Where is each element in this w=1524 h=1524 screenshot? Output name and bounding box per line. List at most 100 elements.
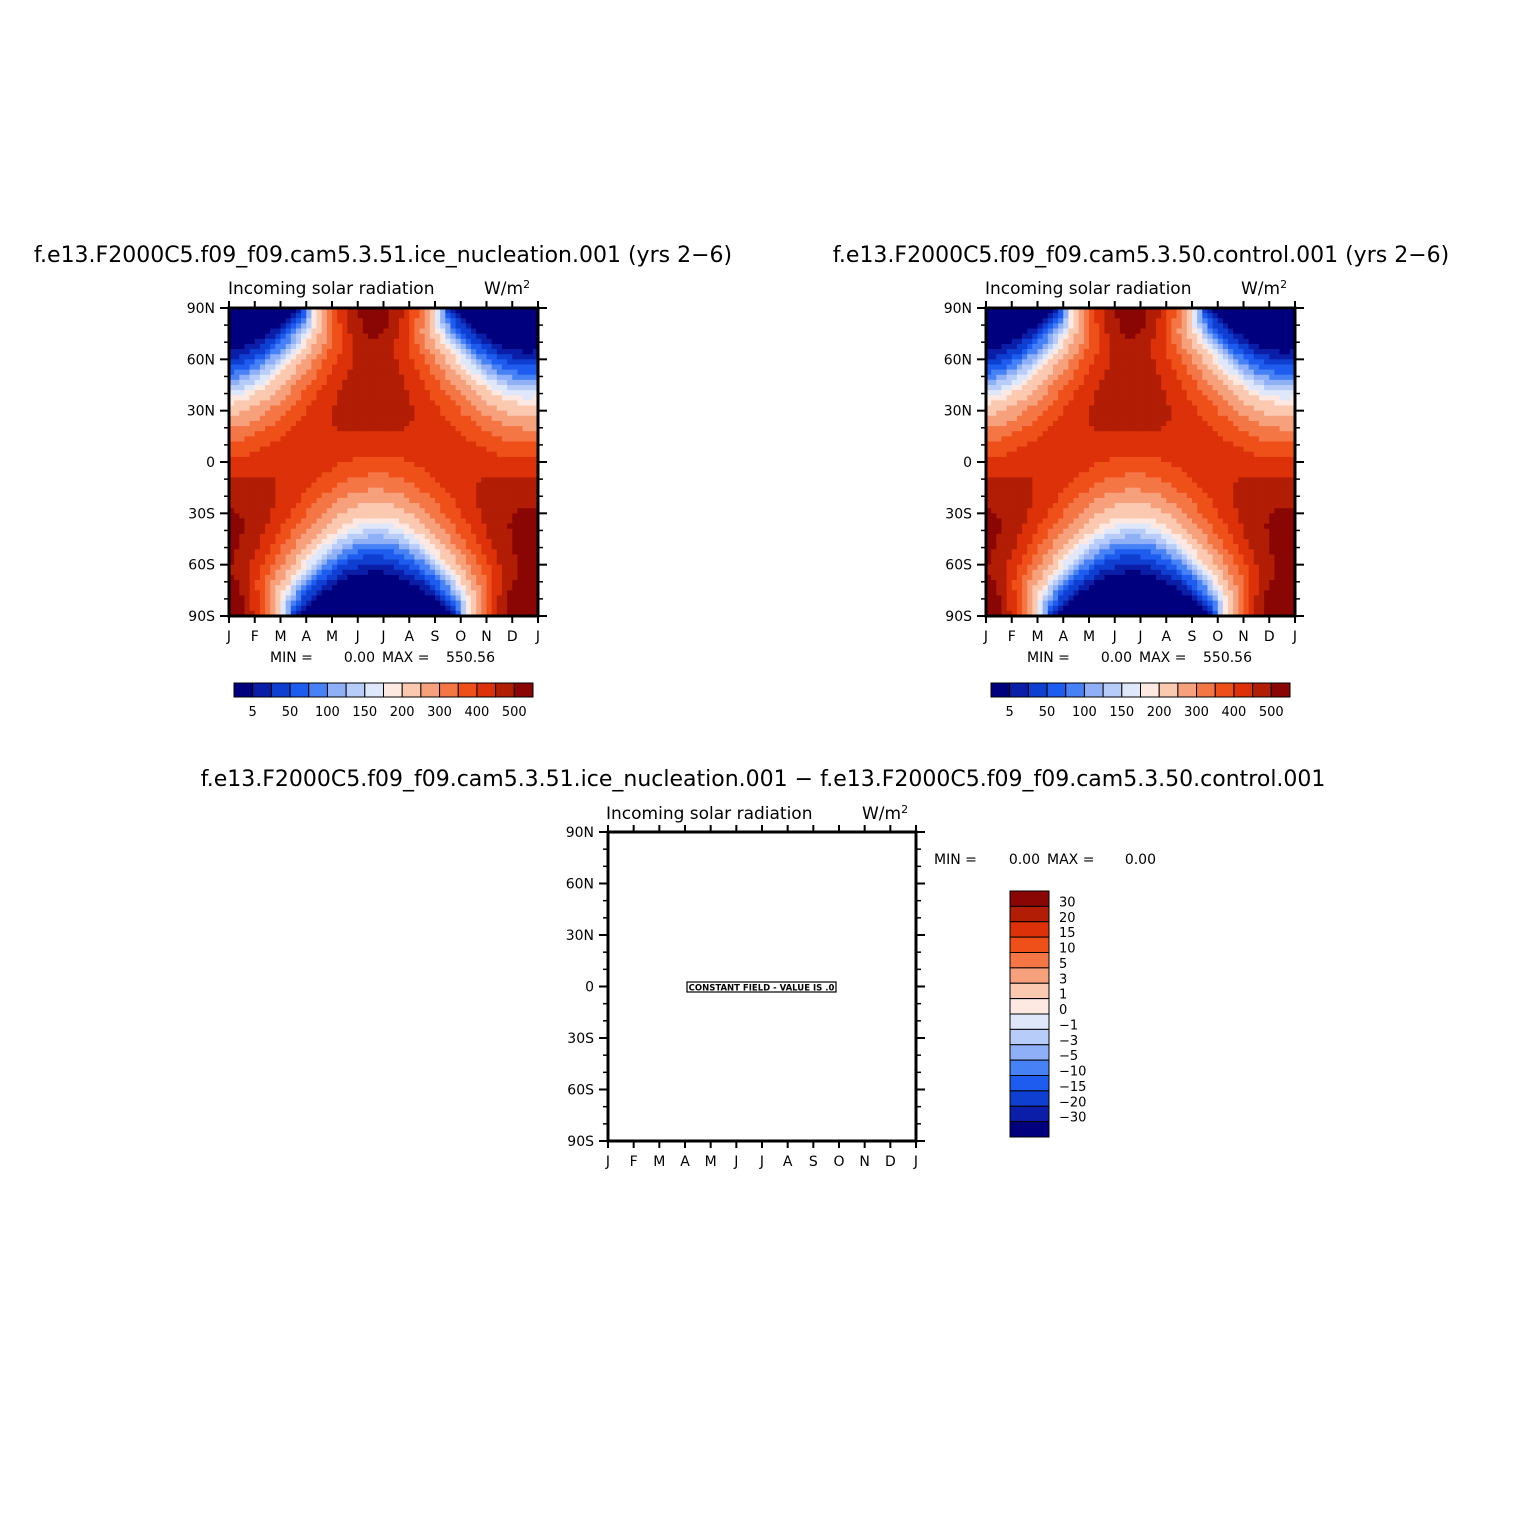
contour-cell	[357, 426, 364, 432]
contour-cell	[1058, 349, 1064, 355]
contour-cell	[244, 338, 251, 345]
contour-cell	[1052, 328, 1059, 335]
contour-cell	[1248, 364, 1255, 371]
contour-cell	[229, 313, 235, 319]
contour-cell	[1176, 323, 1183, 330]
contour-cell	[378, 554, 385, 561]
contour-cell	[419, 451, 426, 458]
contour-cell	[368, 333, 374, 340]
contour-cell	[522, 533, 529, 540]
contour-cell	[414, 487, 421, 494]
contour-cell	[393, 359, 400, 366]
contour-cell	[1094, 338, 1100, 345]
contour-cell	[440, 554, 446, 561]
contour-cell	[378, 574, 385, 581]
contour-cell	[285, 533, 292, 540]
contour-cell	[285, 482, 292, 489]
contour-cell	[1269, 400, 1275, 407]
contour-cell	[440, 400, 446, 407]
contour-cell	[285, 313, 292, 319]
contour-cell	[270, 318, 276, 324]
contour-cell	[460, 544, 467, 550]
contour-cell	[1197, 338, 1203, 345]
contour-cell	[332, 554, 338, 561]
contour-cell	[337, 477, 343, 484]
contour-cell	[332, 492, 338, 499]
contour-cell	[388, 569, 395, 576]
contour-cell	[414, 379, 421, 386]
contour-cell	[481, 395, 488, 401]
contour-cell	[404, 359, 410, 366]
contour-cell	[496, 436, 503, 443]
contour-cell	[362, 420, 369, 427]
contour-cell	[1166, 405, 1172, 412]
contour-cell	[280, 446, 287, 453]
contour-cell	[1289, 359, 1295, 366]
contour-cell	[249, 395, 256, 401]
contour-cell	[1264, 390, 1270, 396]
contour-cell	[419, 610, 426, 616]
contour-cell	[275, 426, 282, 432]
contour-cell	[249, 349, 256, 355]
contour-cell	[424, 554, 431, 561]
contour-cell	[1089, 405, 1095, 412]
contour-cell	[249, 328, 256, 335]
contour-cell	[986, 364, 992, 371]
contour-cell	[254, 436, 261, 443]
contour-cell	[481, 426, 488, 432]
contour-cell	[419, 410, 426, 417]
contour-cell	[301, 333, 307, 340]
contour-cell	[435, 349, 441, 355]
contour-cell	[1150, 308, 1157, 314]
contour-cell	[378, 405, 385, 412]
contour-cell	[326, 385, 333, 391]
contour-cell	[1027, 349, 1033, 355]
contour-cell	[404, 400, 410, 407]
contour-cell	[398, 333, 405, 340]
contour-cell	[311, 420, 318, 427]
contour-cell	[352, 605, 359, 612]
contour-cell	[301, 487, 307, 494]
contour-cell	[393, 528, 400, 535]
contour-cell	[1222, 359, 1229, 366]
contour-cell	[311, 441, 318, 448]
contour-cell	[398, 513, 405, 520]
contour-cell	[326, 446, 333, 453]
x-tick-label: J	[355, 629, 360, 645]
contour-cell	[280, 374, 287, 381]
contour-cell	[450, 523, 457, 530]
contour-cell	[450, 503, 457, 509]
contour-cell	[440, 374, 446, 381]
contour-cell	[1011, 313, 1018, 319]
contour-cell	[409, 349, 415, 355]
contour-cell	[362, 600, 369, 607]
contour-cell	[332, 574, 338, 581]
contour-cell	[321, 354, 328, 360]
contour-cell	[275, 590, 282, 597]
contour-cell	[445, 441, 452, 448]
contour-cell	[507, 590, 513, 597]
contour-cell	[1222, 323, 1229, 330]
contour-cell	[239, 328, 246, 335]
contour-cell	[1073, 323, 1080, 330]
contour-cell	[1125, 323, 1131, 330]
contour-cell	[378, 508, 385, 514]
contour-cell	[996, 354, 1003, 360]
contour-cell	[326, 343, 333, 350]
contour-cell	[1171, 405, 1178, 412]
contour-cell	[491, 467, 498, 473]
contour-cell	[295, 313, 302, 319]
contour-cell	[254, 559, 261, 566]
contour-cell	[512, 369, 518, 376]
contour-cell	[295, 544, 302, 550]
contour-cell	[326, 523, 333, 530]
contour-cell	[450, 333, 457, 340]
contour-cell	[532, 374, 538, 381]
contour-cell	[275, 462, 282, 468]
contour-cell	[986, 338, 992, 345]
contour-cell	[347, 533, 354, 540]
contour-cell	[1202, 405, 1209, 412]
contour-cell	[1253, 318, 1260, 324]
contour-cell	[1258, 405, 1265, 412]
contour-cell	[414, 590, 421, 597]
